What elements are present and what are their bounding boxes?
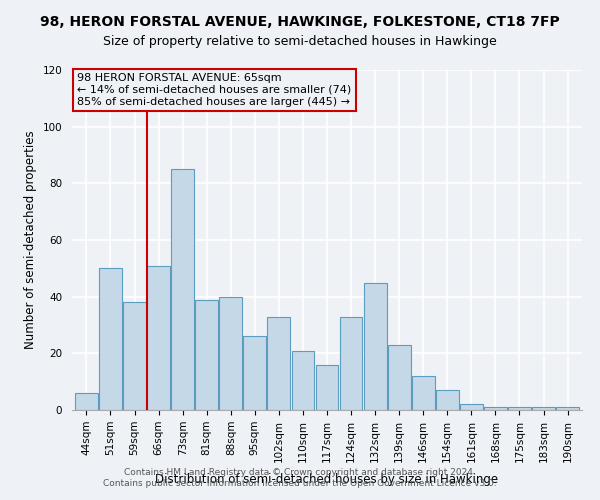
X-axis label: Distribution of semi-detached houses by size in Hawkinge: Distribution of semi-detached houses by … [155,473,499,486]
Bar [436,390,459,410]
Bar [484,407,507,410]
Bar [268,316,290,410]
Text: Contains HM Land Registry data © Crown copyright and database right 2024.
Contai: Contains HM Land Registry data © Crown c… [103,468,497,487]
Text: 98 HERON FORSTAL AVENUE: 65sqm
← 14% of semi-detached houses are smaller (74)
85: 98 HERON FORSTAL AVENUE: 65sqm ← 14% of … [77,74,352,106]
Bar [292,350,314,410]
Text: Size of property relative to semi-detached houses in Hawkinge: Size of property relative to semi-detach… [103,35,497,48]
Bar [340,316,362,410]
Bar [220,296,242,410]
Bar [508,407,531,410]
Text: 98, HERON FORSTAL AVENUE, HAWKINGE, FOLKESTONE, CT18 7FP: 98, HERON FORSTAL AVENUE, HAWKINGE, FOLK… [40,15,560,29]
Bar [147,266,170,410]
Bar [364,282,386,410]
Bar [532,407,555,410]
Y-axis label: Number of semi-detached properties: Number of semi-detached properties [24,130,37,350]
Bar [171,169,194,410]
Bar [316,364,338,410]
Bar [412,376,434,410]
Bar [388,345,410,410]
Bar [460,404,483,410]
Bar [195,300,218,410]
Bar [244,336,266,410]
Bar [75,393,98,410]
Bar [556,407,579,410]
Bar [99,268,122,410]
Bar [123,302,146,410]
